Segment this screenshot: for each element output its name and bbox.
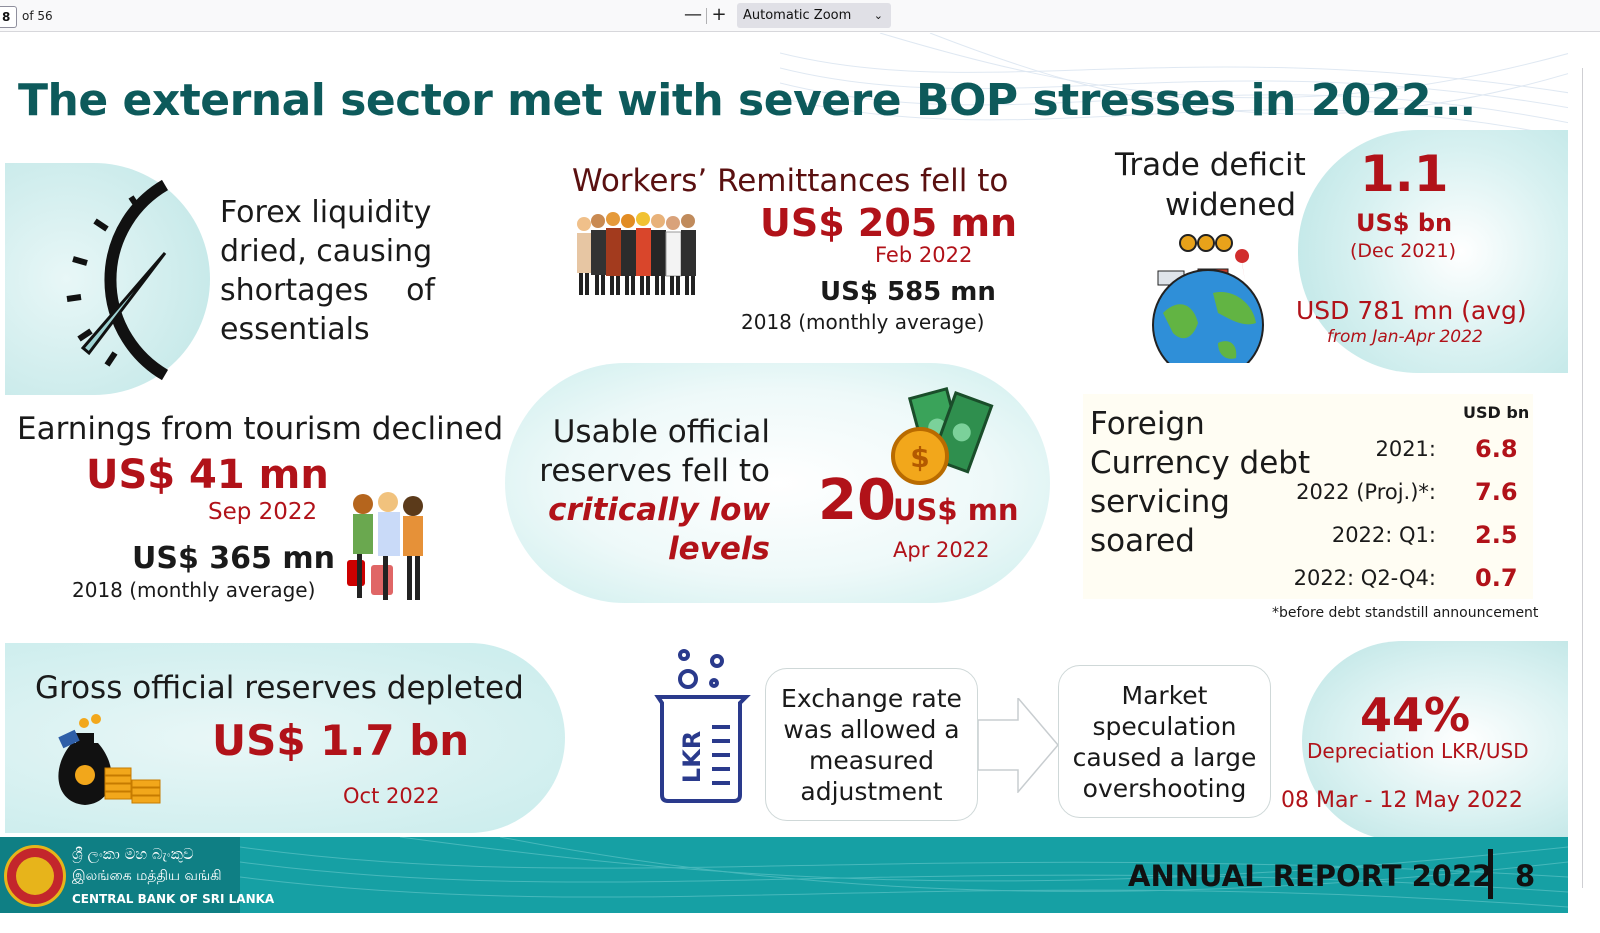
tourists-icon xyxy=(347,492,423,600)
trade-average-label: from Jan-Apr 2022 xyxy=(1327,327,1483,347)
fc-row-value: 0.7 xyxy=(1475,564,1518,592)
market-line: caused a large xyxy=(1072,743,1257,772)
market-line: overshooting xyxy=(1082,774,1247,803)
usable-reserves-value: 20 xyxy=(818,468,896,533)
tourism-2018-value: US$ 365 mn xyxy=(132,541,335,576)
trade-value: 1.1 xyxy=(1360,145,1449,203)
gross-reserves-month: Oct 2022 xyxy=(343,784,440,808)
fc-debt-title: Foreign Currency debt servicing soared xyxy=(1090,405,1310,561)
exchange-line: Exchange rate xyxy=(781,684,962,713)
market-speculation-box: Market speculation caused a large oversh… xyxy=(1058,665,1271,818)
depreciation-label: Depreciation LKR/USD xyxy=(1307,739,1529,763)
exchange-line: was allowed a xyxy=(783,715,960,744)
forex-line: dried, causing xyxy=(220,234,433,269)
cbsl-seal-icon xyxy=(4,845,66,907)
tourism-title: Earnings from tourism declined xyxy=(17,411,504,447)
globe-trade-icon xyxy=(1152,234,1264,363)
fc-row-label: 2022: Q1: xyxy=(1331,523,1436,547)
market-line: Market xyxy=(1121,681,1208,710)
fc-title-line: soared xyxy=(1090,523,1195,559)
forex-line: Forex liquidity xyxy=(220,195,432,230)
remittances-month: Feb 2022 xyxy=(875,243,973,267)
page-count-label: of 56 xyxy=(22,9,53,23)
footer-waves xyxy=(239,837,1568,908)
trade-title-line2: widened xyxy=(1165,187,1297,223)
exchange-rate-box: Exchange rate was allowed a measured adj… xyxy=(765,668,978,821)
page-number-input[interactable]: 8 xyxy=(0,6,17,28)
money-bag-icon xyxy=(58,714,161,805)
forex-line: shortages of xyxy=(220,273,435,308)
market-line: speculation xyxy=(1092,712,1237,741)
trade-title-line1: Trade deficit xyxy=(1115,147,1306,183)
cbsl-logo-area xyxy=(0,837,240,913)
fc-title-line: Foreign xyxy=(1090,406,1205,442)
forex-text: Forex liquidity dried, causing shortages… xyxy=(220,193,435,349)
zoom-in-button[interactable]: + xyxy=(711,4,727,25)
background-waves xyxy=(780,33,1568,139)
fc-row-value: 6.8 xyxy=(1475,435,1518,463)
gross-reserves-title: Gross official reserves depleted xyxy=(35,670,524,706)
depreciation-panel xyxy=(1302,641,1568,841)
beaker-lkr-icon: LKR xyxy=(654,649,751,803)
forex-line: essentials xyxy=(220,312,370,347)
depreciation-dates: 08 Mar - 12 May 2022 xyxy=(1281,788,1523,813)
gauge-icon xyxy=(66,179,169,381)
remittances-2018-label: 2018 (monthly average) xyxy=(741,310,985,334)
depreciation-value: 44% xyxy=(1360,688,1471,742)
usable-reserves-text: Usable official reserves fell to critica… xyxy=(520,413,770,569)
remittances-2018-value: US$ 585 mn xyxy=(820,277,996,307)
trade-date: (Dec 2021) xyxy=(1350,240,1456,262)
tourism-month: Sep 2022 xyxy=(208,499,318,525)
fc-debt-note: *before debt standstill announcement xyxy=(1272,605,1539,621)
scrollbar-thumb[interactable] xyxy=(1582,68,1588,888)
usable-line-emphasis: levels xyxy=(668,531,770,567)
zoom-select-label: Automatic Zoom xyxy=(743,8,852,23)
remittances-value: US$ 205 mn xyxy=(760,201,1018,245)
usable-reserves-month: Apr 2022 xyxy=(893,538,990,562)
cbsl-name-sinhala: ශ්‍රී ලංකා මහ බැංකුව xyxy=(72,845,194,863)
gross-reserves-panel xyxy=(5,643,565,833)
footer-divider xyxy=(1488,849,1493,899)
usable-line: Usable official xyxy=(552,414,770,450)
annual-report-label: ANNUAL REPORT 2022 xyxy=(1128,859,1493,893)
trade-unit: US$ bn xyxy=(1356,209,1453,237)
usable-line-emphasis: critically low xyxy=(548,492,770,528)
vertical-scrollbar[interactable] xyxy=(1568,32,1600,912)
fc-row-label: 2021: xyxy=(1375,437,1436,461)
tourism-value: US$ 41 mn xyxy=(86,452,329,498)
trade-average-value: USD 781 mn (avg) xyxy=(1296,296,1527,325)
zoom-separator xyxy=(706,8,707,24)
remittances-title: Workers’ Remittances fell to xyxy=(572,163,1009,199)
slide-title: The external sector met with severe BOP … xyxy=(18,75,1475,126)
tourism-2018-label: 2018 (monthly average) xyxy=(72,578,316,602)
zoom-select[interactable]: Automatic Zoom ⌄ xyxy=(737,3,891,28)
arrow-right-icon xyxy=(978,698,1059,793)
fc-title-line: servicing xyxy=(1090,484,1230,520)
exchange-line: measured xyxy=(809,746,934,775)
usable-line: reserves fell to xyxy=(539,453,770,489)
workers-icon xyxy=(577,212,696,295)
fc-debt-unit: USD bn xyxy=(1463,403,1530,422)
svg-text:$: $ xyxy=(910,441,929,474)
fc-row-label: 2022: Q2-Q4: xyxy=(1293,566,1436,590)
gross-reserves-value: US$ 1.7 bn xyxy=(212,716,470,765)
pdf-toolbar: 8 of 56 — + Automatic Zoom ⌄ xyxy=(0,0,1600,32)
exchange-line: adjustment xyxy=(800,777,943,806)
beaker-label: LKR xyxy=(678,731,706,783)
fc-row-value: 2.5 xyxy=(1475,521,1518,549)
slide-page-number: 8 xyxy=(1515,859,1536,893)
slide-page: The external sector met with severe BOP … xyxy=(0,33,1568,913)
slide-footer: ශ්‍රී ලංකා මහ බැංකුව இலங்கை மத்திய வங்கி… xyxy=(0,837,1568,913)
cash-coin-icon: $ xyxy=(891,386,994,485)
usable-reserves-unit: US$ mn xyxy=(893,493,1019,527)
fc-row-value: 7.6 xyxy=(1475,478,1518,506)
cbsl-name-tamil: இலங்கை மத்திய வங்கி xyxy=(72,868,222,884)
fc-row-label: 2022 (Proj.)*: xyxy=(1296,480,1436,504)
cbsl-name-english: CENTRAL BANK OF SRI LANKA xyxy=(72,892,275,906)
zoom-out-button[interactable]: — xyxy=(684,4,702,25)
fc-title-line: Currency debt xyxy=(1090,445,1311,481)
fc-debt-panel xyxy=(1083,394,1533,599)
trade-panel xyxy=(1298,130,1568,373)
chevron-down-icon: ⌄ xyxy=(873,9,883,22)
